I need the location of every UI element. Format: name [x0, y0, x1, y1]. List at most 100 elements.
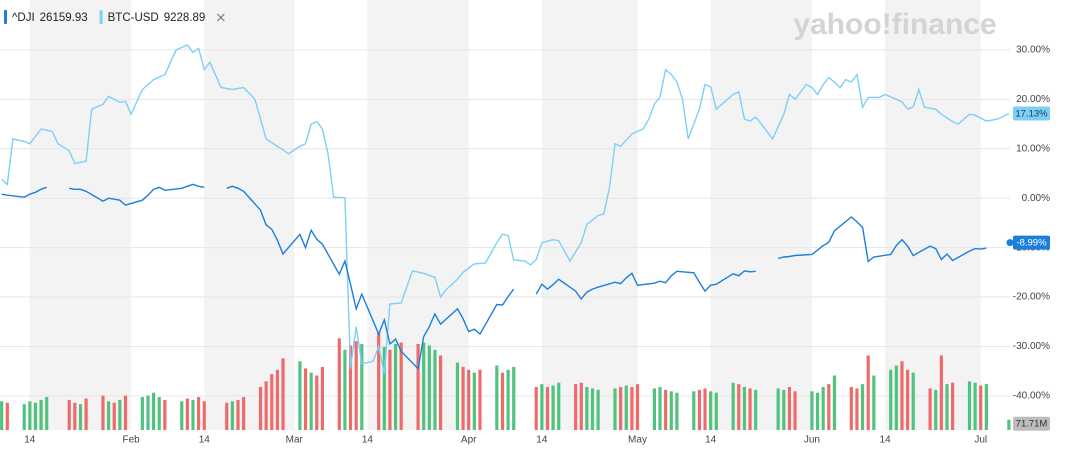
y-tick-label: 30.00%	[1016, 45, 1050, 56]
volume-bar	[939, 355, 943, 430]
volume-bar	[180, 401, 184, 430]
volume-bar	[33, 402, 38, 430]
volume-bar	[782, 389, 786, 430]
volume-bar	[810, 391, 814, 430]
volume-bar	[815, 392, 820, 430]
volume-bar	[984, 384, 988, 430]
volume-bar	[748, 388, 752, 430]
volume-bar	[905, 369, 910, 430]
volume-bar	[872, 375, 876, 430]
y-tick-label: 20.00%	[1016, 94, 1050, 105]
x-tick-label: May	[628, 435, 647, 446]
volume-bar	[5, 402, 9, 430]
volume-bar	[675, 392, 679, 430]
volume-bar	[855, 388, 859, 430]
volume-bar	[197, 397, 201, 430]
volume-bar	[551, 385, 555, 430]
volume-bar	[258, 387, 263, 430]
volume-bar	[737, 384, 741, 430]
x-tick-label: Apr	[461, 435, 477, 446]
volume-bar	[894, 365, 898, 430]
volume-bar	[945, 384, 949, 430]
shade-band	[204, 0, 295, 430]
volume-bar	[967, 381, 972, 430]
volume-bar	[545, 387, 550, 430]
volume-bar	[630, 387, 634, 430]
volume-bar	[393, 344, 398, 430]
volume-bar	[157, 397, 161, 430]
tag-bg	[1013, 235, 1050, 250]
y-tick-label: 10.00%	[1016, 143, 1050, 154]
volume-bar	[163, 399, 167, 430]
volume-bar	[22, 404, 26, 430]
volume-bar	[540, 384, 544, 430]
shade-band	[885, 0, 981, 430]
tag-bg	[1013, 106, 1050, 121]
x-tick-label: 14	[199, 435, 211, 446]
volume-bar	[416, 344, 420, 430]
volume-bar	[973, 382, 977, 430]
volume-bar	[664, 389, 668, 430]
volume-bar	[860, 384, 865, 430]
volume-bar	[619, 387, 623, 430]
volume-bar	[320, 366, 325, 430]
logo: yahoo!finance	[793, 8, 996, 41]
volume-bar	[264, 381, 268, 430]
bands	[29, 0, 981, 430]
volume-bar	[84, 398, 88, 430]
volume-bar	[821, 387, 825, 430]
legend-price: 26159.93	[40, 12, 88, 24]
volume-bar	[979, 385, 983, 430]
close-icon[interactable]	[216, 13, 225, 22]
volume-bar	[1007, 419, 1011, 430]
volume-bar	[427, 345, 431, 430]
y-tick-label: 0.00%	[1022, 193, 1050, 204]
volume-bar	[849, 387, 853, 430]
volume-bar	[309, 372, 313, 430]
volume-bar	[360, 344, 364, 430]
volume-bar	[354, 341, 358, 430]
volume-bar	[506, 369, 510, 430]
volume-bar	[951, 382, 955, 430]
legend-name: BTC-USD	[108, 12, 159, 24]
volume-bar	[928, 388, 932, 430]
volume-bar	[754, 389, 758, 430]
volume-bar	[73, 402, 77, 430]
volume-bar	[624, 385, 628, 430]
y-tick-label: -40.00%	[1013, 391, 1050, 402]
volume-bar	[827, 384, 831, 430]
x-tick-label: 14	[536, 435, 548, 446]
volume-bar	[67, 399, 71, 430]
volume-bar	[512, 366, 516, 430]
volume-bar	[303, 368, 308, 430]
volume-bar	[714, 392, 718, 430]
volume-bar	[742, 387, 747, 430]
volume-bar	[230, 401, 234, 430]
volume-bar	[315, 375, 319, 430]
volume-bar	[478, 369, 482, 430]
volume-bar	[146, 395, 150, 430]
volume-bar	[472, 372, 476, 430]
volume-bar	[731, 382, 735, 430]
x-tick-label: Jun	[804, 435, 820, 446]
volume-bar	[900, 361, 904, 430]
volume-bar	[422, 342, 426, 430]
end-dot	[1006, 239, 1014, 247]
volume-bar	[185, 398, 189, 430]
volume-bar	[382, 346, 386, 430]
legend-marker	[4, 10, 7, 24]
volume-bar	[152, 392, 156, 430]
legend-name: ^DJI	[12, 12, 35, 24]
volume-bar	[557, 382, 561, 430]
volume-bar	[337, 338, 341, 430]
volume-bar	[191, 399, 195, 430]
volume-bar	[123, 395, 128, 430]
volume-bar	[934, 389, 938, 430]
volume-bar	[242, 397, 246, 430]
volume-bar	[39, 399, 43, 430]
volume-bar	[866, 355, 870, 430]
volume-bar	[112, 402, 116, 430]
volume-bar	[140, 397, 144, 430]
volume-bar	[0, 401, 4, 430]
y-tick-label: -20.00%	[1013, 292, 1050, 303]
